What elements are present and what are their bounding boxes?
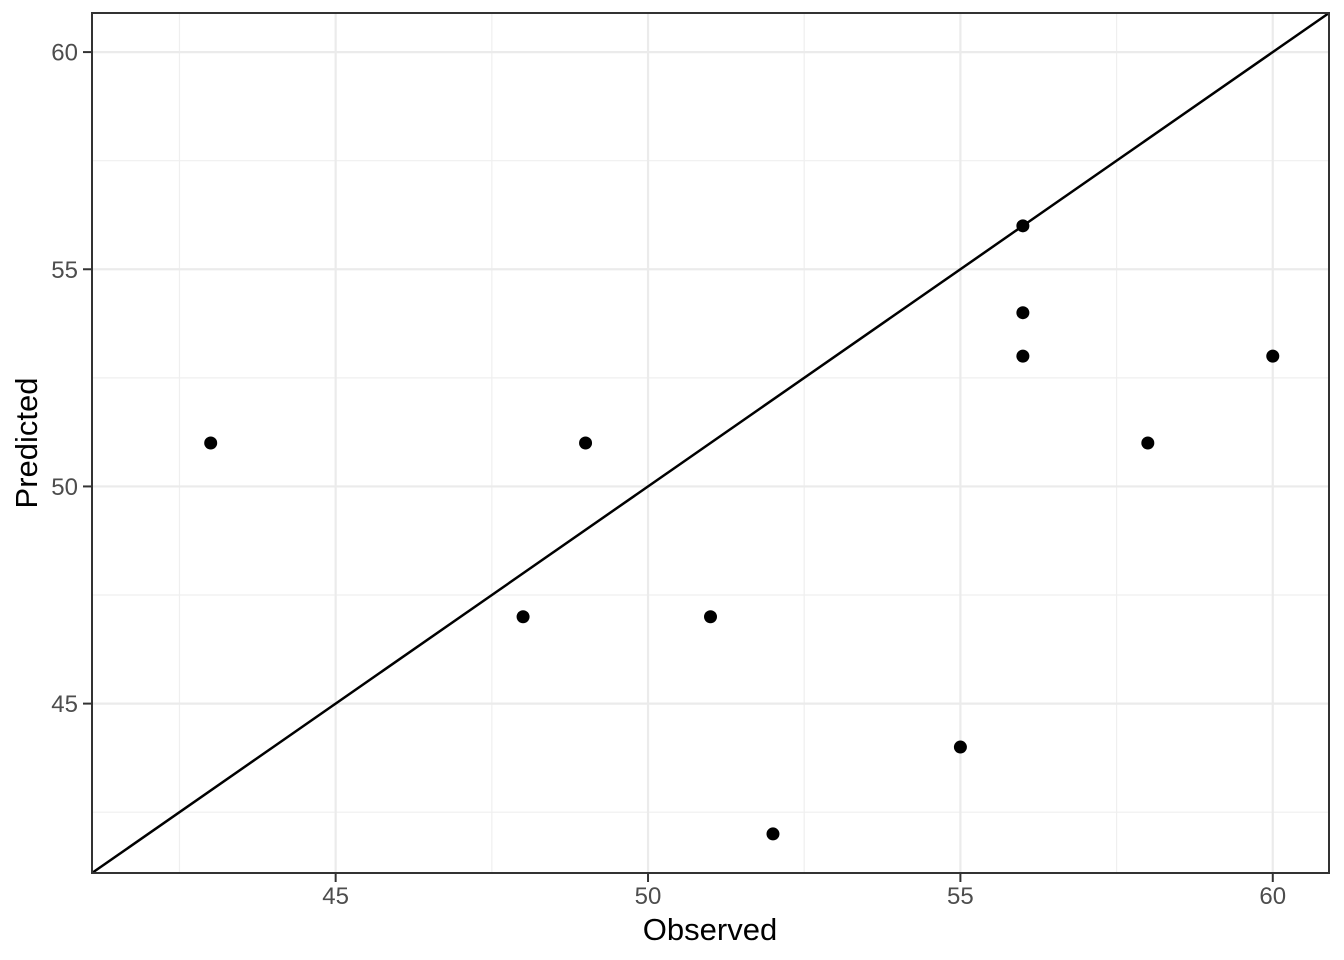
data-point [1141, 436, 1155, 450]
data-point [953, 740, 967, 754]
panel-border [91, 12, 1330, 874]
y-axis-tick-label: 60 [51, 40, 78, 67]
x-axis-tick-label: 55 [947, 883, 974, 910]
data-point [1266, 349, 1280, 363]
y-axis-tick-label: 55 [51, 257, 78, 284]
identity-line [91, 11, 1330, 875]
reference-line-layer [91, 11, 1330, 875]
data-point [204, 436, 218, 450]
data-point [579, 436, 593, 450]
data-point [766, 827, 780, 841]
data-point [1016, 306, 1030, 320]
y-axis-tick-label: 50 [51, 474, 78, 501]
data-point [1016, 349, 1030, 363]
y-axis-tick-label: 45 [51, 691, 78, 718]
data-point [1016, 219, 1030, 233]
x-axis-title: Observed [643, 912, 777, 947]
x-axis-tick-label: 60 [1259, 883, 1286, 910]
data-point [516, 610, 530, 624]
y-axis-title: Predicted [9, 378, 44, 509]
x-axis-tick-label: 45 [322, 883, 349, 910]
axes-layer: 45 50 55 60 45 50 55 60 [51, 12, 1330, 910]
data-point [704, 610, 717, 624]
x-axis-tick-label: 50 [635, 883, 662, 910]
data-points-layer [204, 219, 1280, 841]
